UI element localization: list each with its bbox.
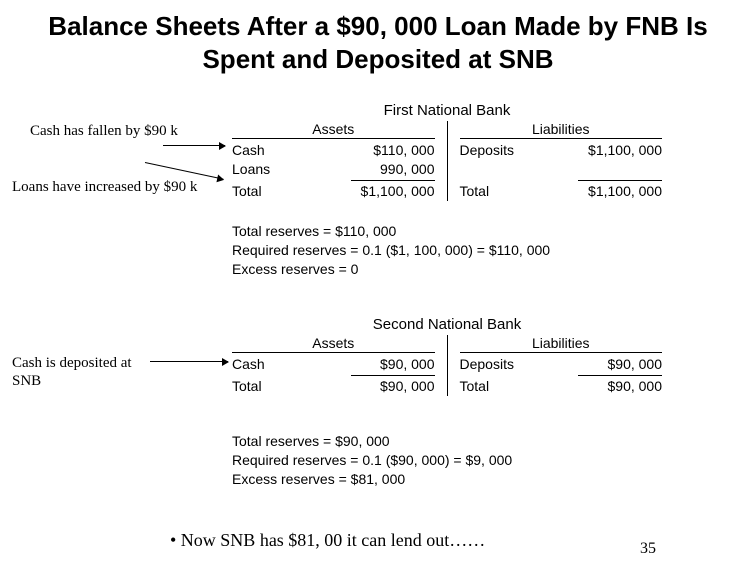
fnb-assets-total-label: Total [232,182,280,201]
bullet-conclusion: • Now SNB has $81, 00 it can lend out…… [170,530,485,551]
snb-deposits-value: $90, 000 [578,355,662,374]
annotation-cash-deposited: Cash is deposited at SNB [12,354,132,390]
fnb-total-reserves: Total reserves = $110, 000 [232,222,550,241]
snb-total-reserves: Total reserves = $90, 000 [232,432,512,451]
snb-required-reserves: Required reserves = 0.1 ($90, 000) = $9,… [232,451,512,470]
snb-liab-total-label: Total [460,377,508,396]
fnb-balance-sheet: Assets Cash $110, 000 Loans 990, 000 Total… [232,121,662,201]
snb-reserves: Total reserves = $90, 000 Required reser… [232,432,512,489]
fnb-liab-header: Liabilities [532,121,590,137]
page-number: 35 [640,540,656,558]
snb-liab-side: Liabilities Deposits $90, 000 Total $90, 0… [448,335,663,396]
arrow-to-cash [163,145,225,146]
snb-excess-reserves: Excess reserves = $81, 000 [232,470,512,489]
arrow-to-loans [145,162,223,180]
annotation-cash-deposited-line2: SNB [12,373,41,389]
fnb-assets-side: Assets Cash $110, 000 Loans 990, 000 Total… [232,121,448,201]
fnb-liab-rule [578,180,662,181]
fnb-excess-reserves: Excess reserves = 0 [232,260,550,279]
snb-cash-label: Cash [232,355,280,374]
fnb-liab-total-label: Total [460,182,508,201]
snb-assets-total-label: Total [232,377,280,396]
snb-liab-header: Liabilities [532,335,590,351]
fnb-cash-value: $110, 000 [351,141,435,160]
fnb-assets-total-value: $1,100, 000 [351,182,435,201]
slide-title: Balance Sheets After a $90, 000 Loan Mad… [0,0,756,75]
fnb-block: First National Bank Assets Cash $110, 000… [232,102,662,201]
fnb-reserves: Total reserves = $110, 000 Required rese… [232,222,550,279]
snb-deposits-label: Deposits [460,355,514,374]
fnb-loans-value: 990, 000 [351,160,435,179]
fnb-liab-total-value: $1,100, 000 [578,182,662,201]
fnb-cash-label: Cash [232,141,280,160]
fnb-deposits-value: $1,100, 000 [578,141,662,160]
snb-assets-header: Assets [312,335,354,351]
fnb-required-reserves: Required reserves = 0.1 ($1, 100, 000) =… [232,241,550,260]
fnb-assets-header: Assets [312,121,354,137]
snb-assets-rule [351,375,435,376]
fnb-loans-label: Loans [232,160,280,179]
annotation-cash-deposited-line1: Cash is deposited at [12,355,132,371]
snb-assets-total-value: $90, 000 [351,377,435,396]
snb-liab-total-value: $90, 000 [578,377,662,396]
snb-cash-value: $90, 000 [351,355,435,374]
fnb-liab-side: Liabilities Deposits $1,100, 000 Total $1,… [448,121,663,201]
fnb-title: First National Bank [232,102,662,119]
snb-balance-sheet: Assets Cash $90, 000 Total $90, 000 Liabil… [232,335,662,396]
annotation-loans-increased: Loans have increased by $90 k [12,178,197,196]
arrow-to-snb-cash [150,361,228,362]
snb-title: Second National Bank [232,316,662,333]
snb-liab-rule [578,375,662,376]
annotation-cash-fallen: Cash has fallen by $90 k [30,122,178,140]
snb-block: Second National Bank Assets Cash $90, 000… [232,316,662,396]
snb-assets-side: Assets Cash $90, 000 Total $90, 000 [232,335,448,396]
fnb-assets-rule [351,180,435,181]
fnb-deposits-label: Deposits [460,141,514,160]
